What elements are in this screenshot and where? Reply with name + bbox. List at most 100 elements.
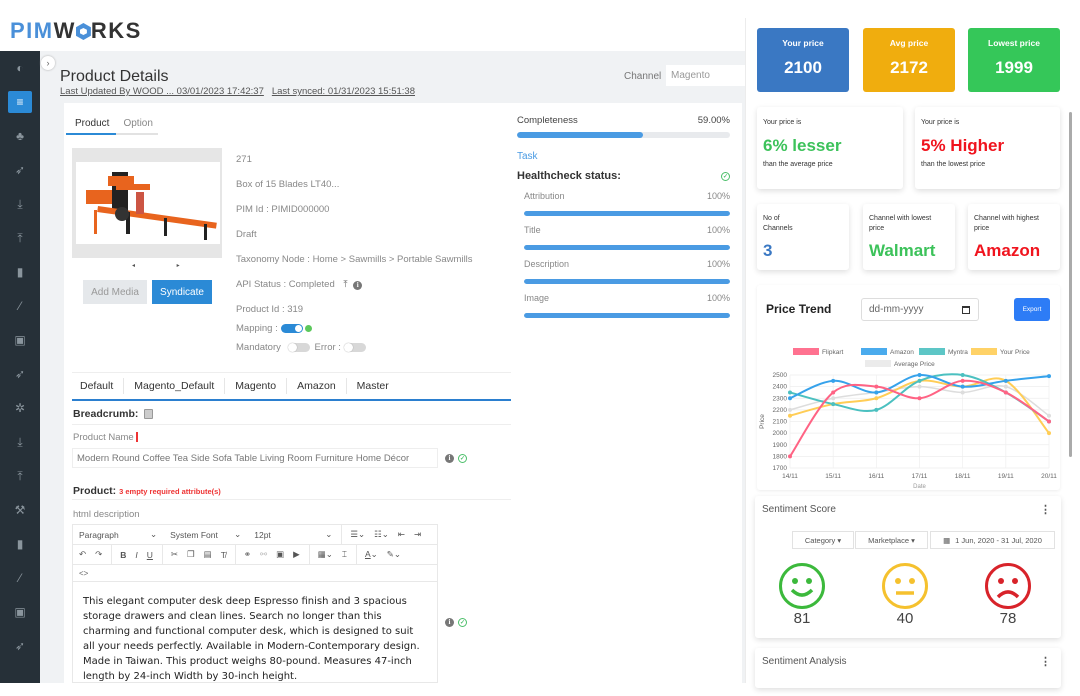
info-icon[interactable]: i — [353, 281, 363, 290]
sidebar-item-15[interactable]: ⁄ — [0, 561, 40, 595]
image-icon[interactable]: ▣ — [276, 549, 285, 559]
mapping-toggle[interactable] — [280, 323, 303, 333]
page-break-icon[interactable]: ⌶ — [341, 549, 347, 559]
source-code-button[interactable]: <> — [73, 565, 437, 582]
tab-magento-default[interactable]: Magento_Default — [124, 378, 226, 394]
error-toggle[interactable] — [343, 342, 366, 352]
tab-option[interactable]: Option — [123, 118, 153, 129]
size-select[interactable]: 12pt — [254, 529, 271, 540]
neutral-score: 40 — [896, 610, 914, 627]
chevron-down-icon[interactable]: ⌄ — [234, 529, 242, 539]
logo-hex-icon — [75, 23, 91, 40]
upload-icon[interactable]: ⤒ — [343, 279, 348, 290]
product-image[interactable] — [76, 162, 220, 244]
cut-icon[interactable]: ✂ — [170, 549, 179, 559]
price-trend-title: Price Trend — [766, 302, 832, 316]
tab-master[interactable]: Master — [356, 380, 389, 392]
svg-text:2500: 2500 — [773, 372, 788, 379]
sidebar-item-3[interactable]: ➶ — [0, 153, 40, 187]
sidebar-item-7[interactable]: ⁄ — [0, 289, 40, 323]
undo-icon[interactable]: ↶ — [79, 549, 87, 559]
tab-default[interactable]: Default — [73, 378, 125, 394]
copy-icon[interactable] — [144, 409, 154, 420]
calendar-icon[interactable] — [962, 306, 970, 314]
unlink-icon[interactable]: ⚯ — [260, 549, 268, 559]
outdent-icon[interactable]: ⇤ — [397, 529, 405, 539]
more-menu-icon[interactable]: ⋮ — [1040, 656, 1051, 668]
tab-product[interactable]: Product — [75, 118, 110, 129]
product-id: Product Id : 319 — [236, 304, 304, 315]
link-icon[interactable]: ⚭ — [243, 549, 252, 559]
product-number: 271 — [236, 154, 252, 165]
vs-average-card: Your price is 6% lesser than the average… — [757, 107, 903, 189]
svg-text:Amazon: Amazon — [890, 349, 914, 356]
clear-format-icon[interactable]: T̸ — [220, 549, 226, 560]
indent-icon[interactable]: ⇥ — [414, 529, 422, 539]
highlight-icon[interactable]: ✎⌄ — [386, 549, 402, 559]
sidebar-item-6[interactable]: ▮ — [0, 255, 40, 289]
svg-text:14/11: 14/11 — [782, 473, 798, 480]
more-menu-icon[interactable]: ⋮ — [1040, 504, 1051, 516]
chevron-down-icon[interactable]: ⌄ — [325, 529, 333, 539]
sidebar-item-1[interactable]: ≡ — [0, 85, 40, 119]
tab-magento[interactable]: Magento — [225, 378, 288, 394]
svg-text:15/11: 15/11 — [825, 473, 841, 480]
channel-select[interactable]: Magento — [666, 65, 746, 86]
sidebar-item-0[interactable]: ◐ — [0, 51, 40, 85]
sidebar-item-10[interactable]: ✲ — [0, 391, 40, 425]
positive-score: 81 — [793, 610, 811, 627]
sidebar-item-5[interactable]: ⤒ — [0, 221, 40, 255]
bold-icon[interactable]: B — [120, 549, 127, 560]
date-range-picker[interactable]: ▦ 1 Jun, 2020 - 31 Jul, 2020 — [930, 531, 1055, 549]
info-icon[interactable]: i — [445, 454, 454, 463]
category-dropdown[interactable]: Category ▾ — [792, 531, 854, 549]
svg-text:1900: 1900 — [773, 442, 788, 449]
task-link[interactable]: Task — [517, 151, 538, 162]
numbered-list-icon[interactable]: ☷⌄ — [374, 529, 389, 539]
sidebar-item-12[interactable]: ⤒ — [0, 459, 40, 493]
image-nav-arrows[interactable]: ◂ ▸ — [132, 263, 200, 269]
underline-icon[interactable]: U — [146, 549, 153, 560]
completeness-panel: Completeness 59.00% Task Healthcheck stat… — [517, 115, 730, 327]
svg-text:20/11: 20/11 — [1041, 473, 1057, 480]
text-color-icon[interactable]: A⌄ — [364, 549, 378, 559]
sidebar-item-14[interactable]: ▮ — [0, 527, 40, 561]
svg-text:Average Price: Average Price — [894, 361, 935, 368]
marketplace-dropdown[interactable]: Marketplace ▾ — [855, 531, 928, 549]
font-select[interactable]: System Font — [170, 529, 218, 540]
sidebar-item-2[interactable]: ♣ — [0, 119, 40, 153]
sidebar-item-11[interactable]: ⤓ — [0, 425, 40, 459]
mandatory-toggle[interactable] — [287, 342, 310, 352]
format-select[interactable]: Paragraph — [79, 529, 119, 540]
lowest-price-card: Lowest price 1999 — [968, 28, 1060, 92]
sidebar-item-9[interactable]: ➶ — [0, 357, 40, 391]
scrollbar[interactable] — [1069, 112, 1072, 457]
sidebar-item-8[interactable]: ▣ — [0, 323, 40, 357]
table-icon[interactable]: ▦⌄ — [317, 549, 333, 559]
syndicate-button[interactable]: Syndicate — [152, 280, 212, 304]
date-input[interactable]: dd-mm-yyyy — [861, 298, 979, 321]
sidebar-item-13[interactable]: ⚒ — [0, 493, 40, 527]
editor-content[interactable]: This elegant computer desk deep Espresso… — [83, 596, 420, 682]
svg-text:16/11: 16/11 — [868, 473, 884, 480]
tab-amazon[interactable]: Amazon — [287, 378, 347, 394]
sidebar-item-17[interactable]: ➶ — [0, 629, 40, 663]
paste-icon[interactable]: ▤ — [203, 549, 212, 559]
price-trend-chart[interactable]: Flipkart Amazon Myntra Your Price Average Pr… — [755, 340, 1065, 490]
add-media-button[interactable]: Add Media — [83, 280, 147, 304]
chevron-down-icon[interactable]: ⌄ — [150, 529, 158, 539]
sidebar-item-16[interactable]: ▣ — [0, 595, 40, 629]
copy-icon[interactable]: ❐ — [187, 549, 195, 559]
channel-label: Channel — [624, 71, 662, 82]
media-icon[interactable]: ▶ — [293, 549, 300, 559]
redo-icon[interactable]: ↷ — [95, 549, 103, 559]
product-name-label: Product Name — [73, 432, 138, 443]
svg-text:Flipkart: Flipkart — [822, 349, 844, 356]
product-name-input[interactable]: Modern Round Coffee Tea Side Sofa Table … — [72, 448, 438, 468]
export-button[interactable]: Export — [1014, 298, 1050, 321]
bullet-list-icon[interactable]: ☰⌄ — [350, 529, 366, 539]
italic-icon[interactable]: I — [135, 549, 138, 560]
sidebar-item-4[interactable]: ⤓ — [0, 187, 40, 221]
sidebar-toggle-button[interactable]: › — [41, 56, 55, 70]
info-icon[interactable]: i — [445, 618, 454, 627]
